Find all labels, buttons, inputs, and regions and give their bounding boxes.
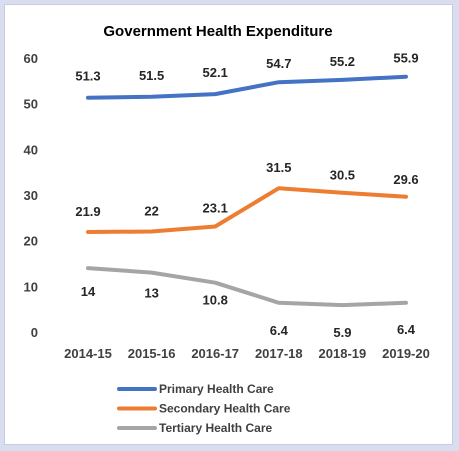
legend-item: Primary Health Care xyxy=(117,382,274,396)
data-label: 13 xyxy=(144,286,158,301)
y-tick-label: 50 xyxy=(24,97,38,112)
data-label: 55.9 xyxy=(393,51,418,66)
chart-title: Government Health Expenditure xyxy=(103,23,332,40)
series-group: 51.3 51.5 52.1 54.7 55.2 55.9 21.9 22 23.1 31.5 30… xyxy=(75,51,418,340)
y-tick-label: 30 xyxy=(24,188,38,203)
data-label: 14 xyxy=(81,284,96,299)
x-tick-label: 2018-19 xyxy=(319,346,367,361)
x-tick-label: 2016-17 xyxy=(191,346,239,361)
data-label: 52.1 xyxy=(203,65,228,80)
data-label: 29.6 xyxy=(393,172,418,187)
data-label: 5.9 xyxy=(333,325,351,340)
data-label: 23.1 xyxy=(203,201,228,216)
y-tick-label: 60 xyxy=(24,51,38,66)
data-label: 10.8 xyxy=(203,293,228,308)
x-tick-label: 2014-15 xyxy=(64,346,112,361)
data-label: 6.4 xyxy=(270,323,289,338)
y-tick-label: 10 xyxy=(24,279,38,294)
legend: Primary Health Care Secondary Health Care… xyxy=(117,382,291,435)
chart-frame: Government Health Expenditure 0 10 20 30 40 5… xyxy=(4,4,453,445)
legend-item: Tertiary Health Care xyxy=(117,421,272,435)
data-label: 55.2 xyxy=(330,54,355,69)
data-label: 30.5 xyxy=(330,168,355,183)
x-axis: 2014-15 2015-16 2016-17 2017-18 2018-19 2019-… xyxy=(64,346,430,361)
data-label: 51.3 xyxy=(75,69,100,84)
series-1: 51.3 51.5 52.1 54.7 55.2 55.9 xyxy=(75,51,419,100)
x-tick-label: 2017-18 xyxy=(255,346,303,361)
series-line xyxy=(86,266,408,308)
y-axis: 0 10 20 30 40 50 60 xyxy=(24,51,38,340)
y-tick-label: 40 xyxy=(24,142,38,157)
legend-label: Primary Health Care xyxy=(159,382,274,396)
y-tick-label: 0 xyxy=(31,325,38,340)
series-3: 14 13 10.8 6.4 5.9 6.4 xyxy=(81,266,416,340)
data-label: 31.5 xyxy=(266,160,291,175)
series-line xyxy=(86,74,408,100)
data-label: 6.4 xyxy=(397,322,416,337)
data-label: 22 xyxy=(144,204,158,219)
x-tick-label: 2015-16 xyxy=(128,346,176,361)
legend-item: Secondary Health Care xyxy=(117,402,291,416)
data-label: 51.5 xyxy=(139,68,164,83)
line-chart: Government Health Expenditure 0 10 20 30 40 5… xyxy=(24,23,430,435)
series-line xyxy=(86,186,408,234)
legend-label: Secondary Health Care xyxy=(159,402,291,416)
x-tick-label: 2019-20 xyxy=(382,346,430,361)
legend-label: Tertiary Health Care xyxy=(159,421,272,435)
data-label: 54.7 xyxy=(266,56,291,71)
series-2: 21.9 22 23.1 31.5 30.5 29.6 xyxy=(75,160,419,234)
data-label: 21.9 xyxy=(75,204,100,219)
y-tick-label: 20 xyxy=(24,234,38,249)
